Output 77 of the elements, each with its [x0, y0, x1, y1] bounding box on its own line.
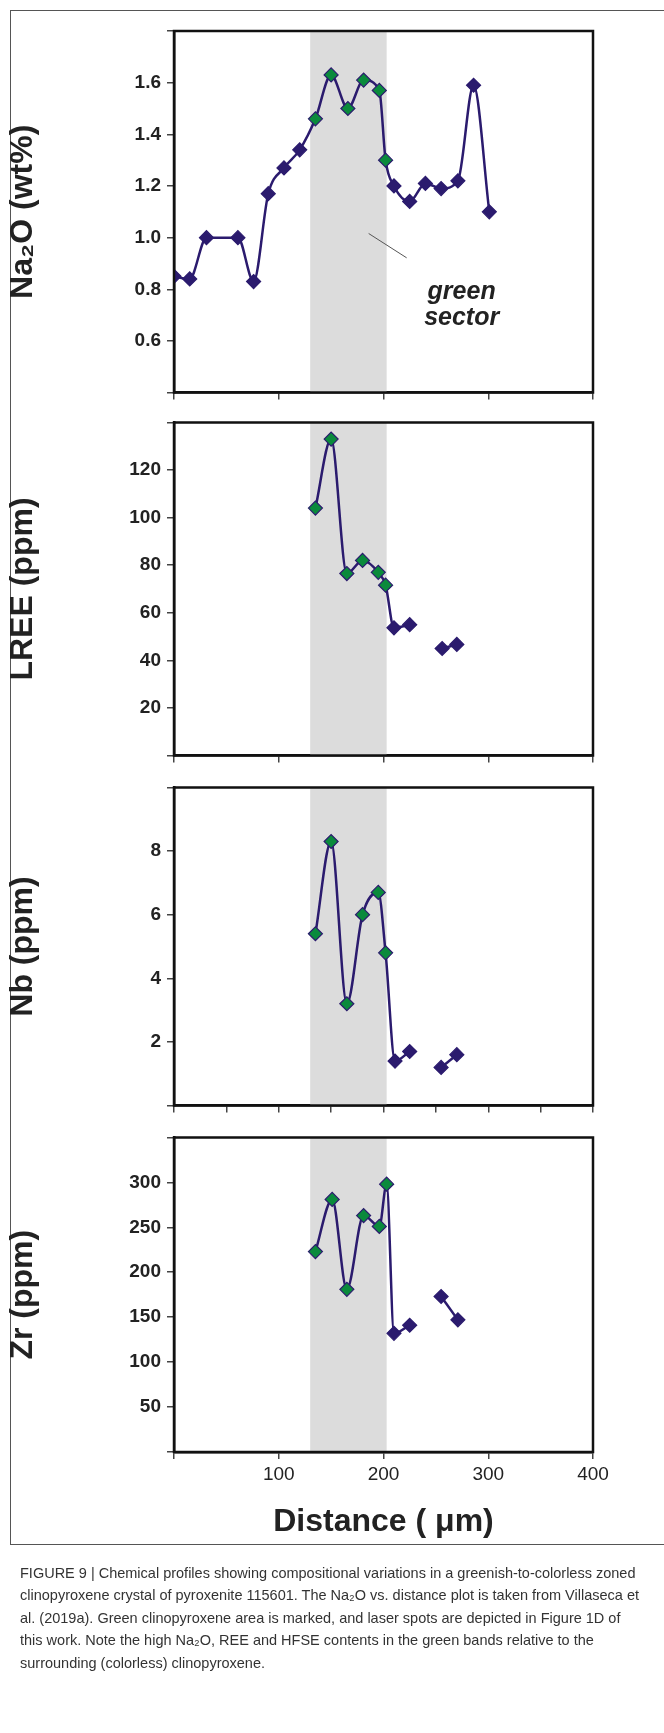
x-tick-label: 400 — [577, 1462, 609, 1484]
point — [230, 230, 246, 246]
point — [386, 178, 402, 194]
point — [379, 1176, 395, 1192]
point — [323, 67, 339, 83]
y-tick-label: 40 — [139, 648, 161, 670]
y-tick-label: 250 — [129, 1215, 161, 1237]
point — [182, 271, 198, 287]
y-tick-label: 20 — [139, 696, 161, 718]
y-tick-label: 4 — [150, 966, 162, 988]
y-tick-label: 1.0 — [134, 225, 161, 247]
y-tick-label: 120 — [129, 458, 161, 480]
y-axis-title: Zr (ppm) — [3, 1229, 40, 1360]
point — [339, 565, 355, 582]
point — [339, 1281, 355, 1297]
point — [307, 500, 324, 516]
point — [450, 173, 466, 189]
point — [356, 72, 372, 88]
point — [433, 1288, 449, 1305]
point — [307, 111, 324, 127]
y-tick-label: 1.6 — [134, 70, 161, 92]
point — [356, 1208, 372, 1224]
x-tick-label: 200 — [367, 1462, 400, 1484]
y-tick-label: 60 — [139, 601, 161, 623]
y-tick-label: 100 — [129, 505, 161, 527]
y-tick-label: 1.2 — [134, 174, 161, 196]
y-axis-title: Nb (ppm) — [3, 876, 40, 1017]
y-tick-label: 100 — [129, 1350, 161, 1372]
point — [417, 175, 433, 191]
point — [449, 1047, 465, 1063]
point — [433, 1059, 449, 1076]
y-tick-label: 2 — [150, 1030, 161, 1052]
y-tick-label: 80 — [139, 553, 161, 575]
point — [371, 1218, 387, 1234]
point — [465, 77, 482, 93]
point — [246, 273, 262, 290]
x-tick-label: 300 — [472, 1462, 505, 1484]
point — [324, 1191, 340, 1208]
point — [323, 833, 339, 850]
band-label: green sector — [424, 275, 501, 330]
y-tick-label: 0.6 — [134, 329, 161, 351]
point — [323, 431, 339, 447]
point — [307, 926, 324, 942]
y-tick-label: 8 — [150, 839, 161, 861]
point — [433, 180, 449, 197]
point — [340, 100, 356, 117]
point — [402, 193, 418, 210]
y-tick-label: 50 — [139, 1395, 161, 1417]
caption: FIGURE 9 | Chemical profiles showing compositional variations in a greenish-to-colorless zoned clinopyroxene crystal of pyroxenite 115601. The Na₂O vs. distance plot is taken from Villaseca et al. (2019a). Green clinopyroxene area is marked, and laser spots are depicted in Figure 1D of this work. Note the high Na₂O, REE and HFSE contents in the green bands relative to the surrounding (colorless) clinopyroxene. — [20, 1564, 640, 1673]
y-tick-label: 300 — [129, 1170, 161, 1192]
point — [434, 640, 450, 657]
point — [370, 884, 386, 901]
point — [307, 1243, 324, 1260]
y-axis-title: Na₂O (wt%) — [3, 124, 40, 299]
point — [260, 186, 276, 202]
x-axis-title: Distance ( μm) — [273, 1501, 494, 1538]
point — [450, 1312, 466, 1328]
point — [371, 82, 387, 99]
y-tick-label: 1.4 — [134, 122, 162, 144]
point — [481, 204, 497, 220]
y-axis-title: LREE (ppm) — [3, 497, 40, 681]
point — [378, 945, 394, 961]
point — [292, 142, 308, 158]
y-tick-label: 150 — [129, 1305, 161, 1327]
point — [370, 564, 386, 580]
point — [198, 230, 215, 246]
point — [276, 160, 292, 176]
point — [339, 996, 355, 1012]
point — [354, 552, 371, 569]
point — [354, 907, 371, 923]
y-tick-label: 0.8 — [134, 277, 161, 299]
point — [378, 152, 394, 168]
y-tick-label: 200 — [129, 1260, 161, 1282]
point — [378, 577, 394, 593]
x-tick-label: 100 — [262, 1462, 295, 1484]
y-tick-label: 6 — [150, 902, 161, 924]
point — [449, 636, 465, 653]
